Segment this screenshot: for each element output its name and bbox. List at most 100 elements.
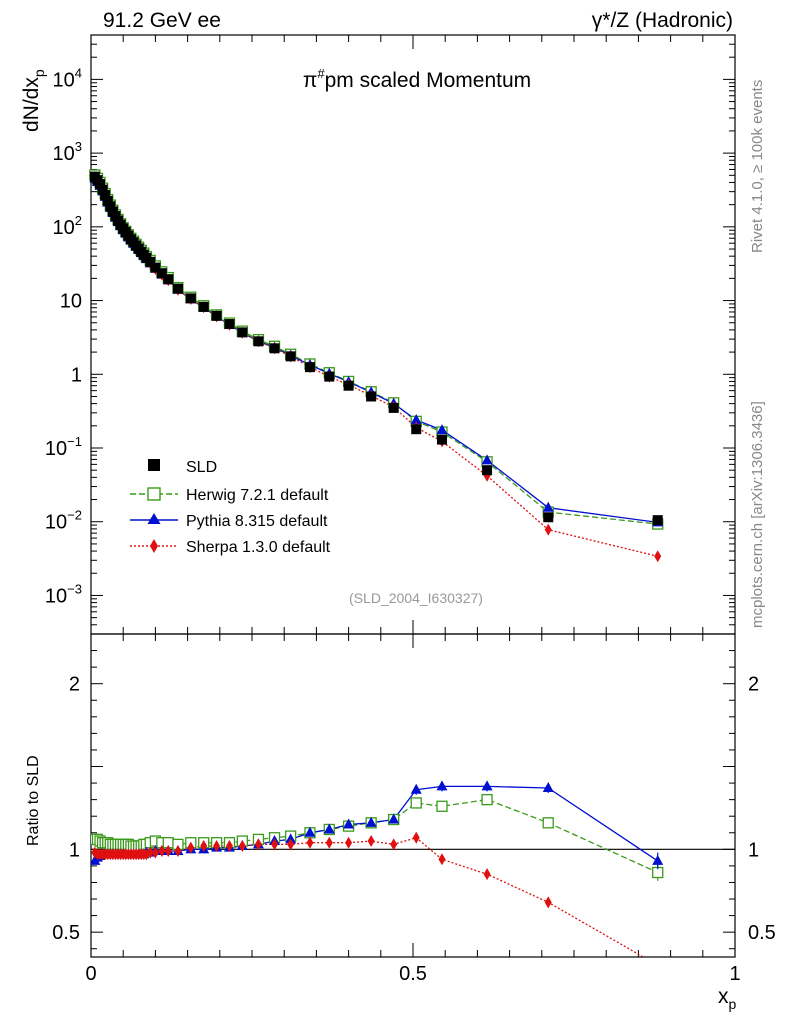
ratio-point-sherpa — [367, 835, 375, 848]
data-point-sld — [100, 190, 111, 201]
ratio-point-pythia — [652, 854, 664, 865]
data-point-sld — [150, 262, 161, 273]
ratio-point-sherpa — [325, 836, 333, 849]
ratio-point-sherpa — [225, 840, 233, 853]
ratio-point-sherpa — [151, 846, 159, 859]
ratio-point-sherpa — [271, 838, 279, 851]
ratio-point-sherpa — [544, 896, 552, 909]
ratio-point-sherpa — [146, 846, 154, 859]
x-tick-label: 0 — [85, 963, 96, 985]
ratio-data-marks — [91, 780, 664, 971]
legend-label-sherpa: Sherpa 1.3.0 default — [186, 539, 331, 556]
ratio-point-pythia — [436, 780, 448, 791]
ratio-point-pythia — [365, 816, 377, 827]
ratio-point-herwig — [436, 800, 448, 812]
energy-label: 91.2 GeV ee — [103, 9, 221, 32]
ratio-panel-frame — [90, 633, 736, 958]
data-point-sld — [411, 424, 422, 435]
data-point-sld — [237, 327, 248, 338]
ratio-point-sherpa — [306, 836, 314, 849]
ratio-y-tick-label: 1 — [69, 839, 80, 861]
ratio-point-sherpa — [345, 836, 353, 849]
legend-marker-pythia — [147, 513, 161, 524]
ratio-point-sherpa — [390, 838, 398, 851]
ratio-y-tick-label-right: 1 — [748, 839, 759, 861]
ratio-point-sherpa — [287, 838, 295, 851]
legend-marker-sld — [148, 459, 160, 471]
ratio-point-sherpa — [187, 841, 195, 854]
ratio-point-sherpa — [654, 959, 661, 971]
series-line-sherpa — [94, 176, 658, 557]
data-point-sld — [366, 391, 377, 402]
ratio-point-sherpa — [213, 840, 221, 853]
plot-title: π#pm scaled Momentum — [303, 66, 531, 92]
ratio-point-sherpa — [254, 838, 262, 851]
data-point-sld — [198, 301, 209, 312]
data-point-sld — [324, 371, 335, 382]
ratio-point-pythia — [304, 826, 316, 837]
data-point-sld — [95, 179, 106, 190]
legend-label-sld: SLD — [186, 459, 217, 476]
data-point-pythia — [410, 413, 422, 424]
y-axis-label: dN/dxp — [20, 69, 47, 132]
legend: SLD Herwig 7.2.1 default Pythia 8.315 de… — [130, 459, 331, 556]
analysis-tag: (SLD_2004_I630327) — [349, 590, 483, 606]
ratio-point-herwig — [481, 793, 493, 806]
ratio-y-tick-label: 0.5 — [52, 922, 80, 944]
ratio-point-sherpa — [412, 831, 420, 844]
ratio-point-herwig — [410, 797, 422, 809]
x-tick-label: 1 — [729, 963, 740, 985]
ratio-point-pythia — [343, 818, 355, 829]
y-tick-label: 10 — [60, 291, 82, 313]
y-tick-label: 104 — [53, 65, 82, 91]
data-point-pythia — [542, 501, 554, 512]
data-point-sld — [185, 293, 196, 304]
ratio-point-herwig — [542, 817, 554, 829]
data-point-sherpa — [654, 550, 662, 563]
process-label: γ*/Z (Hadronic) — [592, 9, 733, 32]
data-point-sld — [97, 184, 108, 195]
main-data-marks — [89, 169, 664, 563]
ratio-axis-ticks: 0 0.5 10.5 0.51 12 2 — [52, 633, 776, 985]
ratio-point-sherpa — [164, 844, 172, 857]
ratio-point-sherpa — [483, 868, 491, 881]
ratio-point-pythia — [410, 783, 422, 794]
rivet-version-label: Rivet 4.1.0, ≥ 100k events — [749, 80, 766, 253]
data-point-sld — [343, 380, 354, 391]
ratio-y-tick-label-right: 2 — [748, 674, 759, 696]
data-point-sld — [172, 283, 183, 294]
data-point-sld — [285, 351, 296, 362]
data-point-pythia — [436, 424, 448, 435]
ratio-line-herwig — [94, 798, 658, 874]
data-point-sld — [102, 195, 113, 206]
data-point-pythia — [481, 454, 493, 465]
data-point-sld — [163, 274, 174, 285]
data-point-sld — [269, 343, 280, 354]
y-tick-label: 1 — [71, 364, 82, 386]
series-line-herwig — [94, 174, 658, 525]
ratio-y-axis-label: Ratio to SLD — [25, 755, 42, 846]
data-point-sld — [253, 336, 264, 347]
ratio-point-sherpa — [158, 844, 166, 857]
ratio-point-sherpa — [174, 844, 182, 857]
ratio-y-tick-label-right: 0.5 — [748, 922, 776, 944]
data-point-sld — [482, 465, 493, 476]
y-tick-label: 10−1 — [45, 434, 82, 460]
y-tick-label: 10−3 — [45, 581, 82, 607]
data-point-sld — [304, 362, 315, 373]
y-tick-label: 10−2 — [45, 508, 82, 534]
data-point-sld — [156, 268, 167, 279]
y-tick-label: 102 — [53, 213, 82, 239]
legend-label-herwig: Herwig 7.2.1 default — [186, 487, 329, 504]
ratio-point-pythia — [388, 813, 400, 824]
data-point-sld — [543, 512, 554, 523]
x-axis-label: xp — [718, 985, 737, 1012]
legend-label-pythia: Pythia 8.315 default — [186, 513, 328, 530]
data-point-sherpa — [544, 523, 552, 536]
x-tick-label: 0.5 — [399, 963, 427, 985]
ratio-point-pythia — [542, 782, 554, 793]
ratio-point-sherpa — [200, 840, 208, 853]
